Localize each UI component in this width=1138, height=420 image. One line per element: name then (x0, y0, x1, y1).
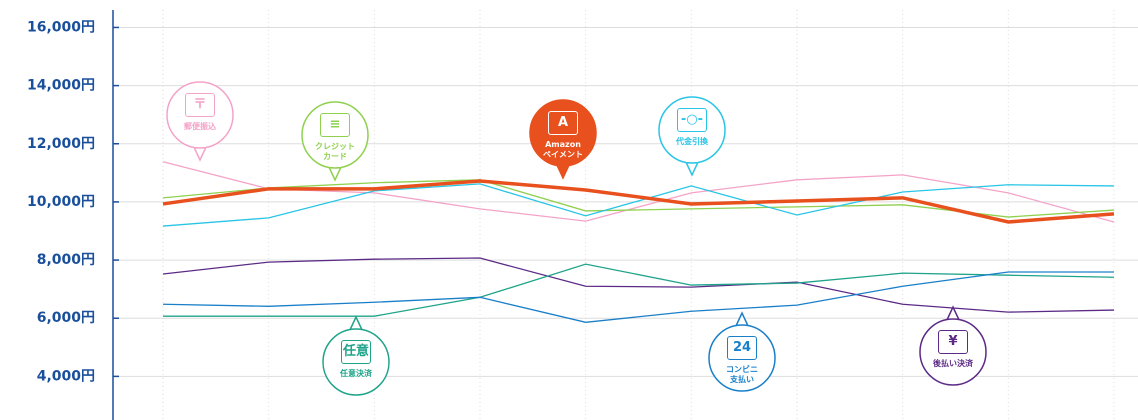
y-tick-label: 6,000円 (37, 310, 95, 326)
legend-bubble-mask (350, 331, 362, 336)
legend-label: 代金引換 (676, 137, 708, 146)
legend-label: 後払い決済 (933, 359, 973, 368)
legend-label: 郵便振込 (184, 122, 216, 131)
legend-bubble-mask (686, 157, 698, 162)
legend-icon: -○- (677, 108, 707, 132)
y-tick-label: 14,000円 (27, 78, 95, 94)
legend-icon: 任意 (341, 340, 371, 364)
series-line (162, 271, 1114, 323)
legend-icon: ¥ (938, 330, 968, 354)
y-tick-label: 8,000円 (37, 252, 95, 268)
legend-bubble-mask (736, 327, 748, 332)
legend-label: Amazon ペイメント (543, 140, 583, 159)
y-tick-label: 12,000円 (27, 136, 95, 152)
legend-bubble (708, 324, 776, 392)
legend-bubble (322, 328, 390, 396)
legend-bubble-mask (329, 162, 341, 167)
y-tick-label: 4,000円 (37, 368, 95, 384)
y-tick-label: 10,000円 (27, 194, 95, 210)
legend-icon: ≡ (320, 113, 350, 137)
legend-bubble (301, 101, 369, 169)
legend-icon: 〒 (185, 93, 215, 117)
legend-label: 任意決済 (340, 369, 372, 378)
series-line (162, 257, 1115, 313)
legend-label: クレジット カード (315, 142, 355, 161)
legend-bubble-mask (194, 142, 206, 147)
legend-bubble (529, 99, 597, 167)
legend-bubble (919, 318, 987, 386)
legend-label: コンビニ 支払い (726, 365, 758, 384)
legend-bubble (166, 81, 234, 149)
series-line (162, 183, 1115, 227)
legend-bubble-mask (557, 160, 569, 165)
y-tick-label: 16,000円 (27, 19, 95, 35)
legend-icon: 24 (727, 336, 757, 360)
series-line (162, 161, 1115, 223)
legend-icon: A (548, 111, 578, 135)
legend-bubble-mask (947, 321, 959, 326)
legend-bubble (658, 96, 726, 164)
series-line (162, 179, 1115, 224)
series-line (163, 263, 1115, 317)
